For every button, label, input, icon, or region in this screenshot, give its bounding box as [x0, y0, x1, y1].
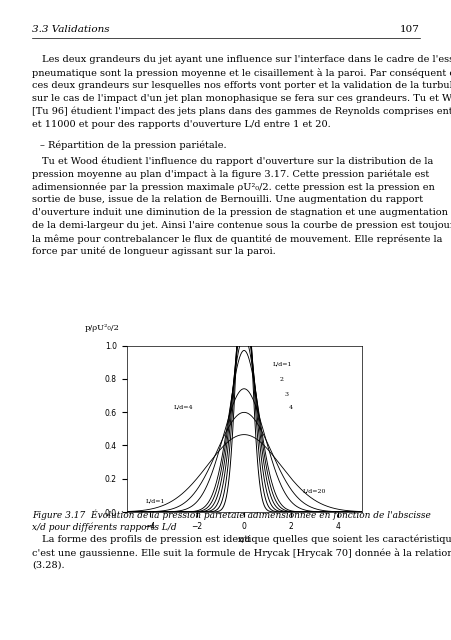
Text: ces deux grandeurs sur lesquelles nos efforts vont porter et la validation de la: ces deux grandeurs sur lesquelles nos ef…	[32, 81, 451, 90]
Text: La forme des profils de pression est identique quelles que soient les caractéris: La forme des profils de pression est ide…	[42, 535, 451, 545]
Text: Les deux grandeurs du jet ayant une influence sur l'interface dans le cadre de l: Les deux grandeurs du jet ayant une infl…	[42, 55, 451, 64]
Text: 2: 2	[279, 376, 283, 381]
Text: x/d pour différents rapports L/d: x/d pour différents rapports L/d	[32, 522, 176, 531]
Text: – Répartition de la pression pariétale.: – Répartition de la pression pariétale.	[40, 141, 226, 150]
Text: de la demi-largeur du jet. Ainsi l'aire contenue sous la courbe de pression est : de la demi-largeur du jet. Ainsi l'aire …	[32, 221, 451, 230]
Text: p/ρU²₀/2: p/ρU²₀/2	[84, 324, 119, 332]
Text: adimensionnée par la pression maximale ρU²₀/2. cette pression est la pression en: adimensionnée par la pression maximale ρ…	[32, 182, 434, 191]
Text: L/d=1: L/d=1	[272, 362, 291, 367]
Text: L/d=4: L/d=4	[173, 405, 193, 410]
Text: c'est une gaussienne. Elle suit la formule de Hrycak [Hrycak 70] donnée à la rel: c'est une gaussienne. Elle suit la formu…	[32, 548, 451, 558]
Text: Tu et Wood étudient l'influence du rapport d'ouverture sur la distribution de la: Tu et Wood étudient l'influence du rappo…	[42, 156, 433, 166]
Text: pression moyenne au plan d'impact à la figure 3.17. Cette pression pariétale est: pression moyenne au plan d'impact à la f…	[32, 169, 428, 179]
Text: d'ouverture induit une diminution de la pression de stagnation et une augmentati: d'ouverture induit une diminution de la …	[32, 208, 447, 217]
Text: sortie de buse, issue de la relation de Bernouilli. Une augmentation du rapport: sortie de buse, issue de la relation de …	[32, 195, 422, 204]
Text: (3.28).: (3.28).	[32, 561, 64, 570]
Text: Figure 3.17  Évolution de la pression pariétale adimensionnée en fonction de l'a: Figure 3.17 Évolution de la pression par…	[32, 510, 430, 520]
Text: 3.3 Validations: 3.3 Validations	[32, 26, 110, 35]
Text: 107: 107	[399, 26, 419, 35]
Text: L/d=20: L/d=20	[302, 488, 326, 493]
Text: et 11000 et pour des rapports d'ouverture L/d entre 1 et 20.: et 11000 et pour des rapports d'ouvertur…	[32, 120, 330, 129]
Text: pneumatique sont la pression moyenne et le cisaillement à la paroi. Par conséque: pneumatique sont la pression moyenne et …	[32, 68, 451, 78]
Text: force par unité de longueur agissant sur la paroi.: force par unité de longueur agissant sur…	[32, 247, 275, 257]
Text: sur le cas de l'impact d'un jet plan monophasique se fera sur ces grandeurs. Tu : sur le cas de l'impact d'un jet plan mon…	[32, 94, 451, 103]
Text: [Tu 96] étudient l'impact des jets plans dans des gammes de Reynolds comprises e: [Tu 96] étudient l'impact des jets plans…	[32, 107, 451, 116]
X-axis label: x/d: x/d	[237, 536, 250, 544]
Text: 3: 3	[283, 392, 287, 397]
Text: L/d=1: L/d=1	[145, 498, 165, 503]
Text: 4: 4	[288, 405, 292, 410]
Text: la même pour contrebalancer le flux de quantité de mouvement. Elle représente la: la même pour contrebalancer le flux de q…	[32, 234, 442, 243]
